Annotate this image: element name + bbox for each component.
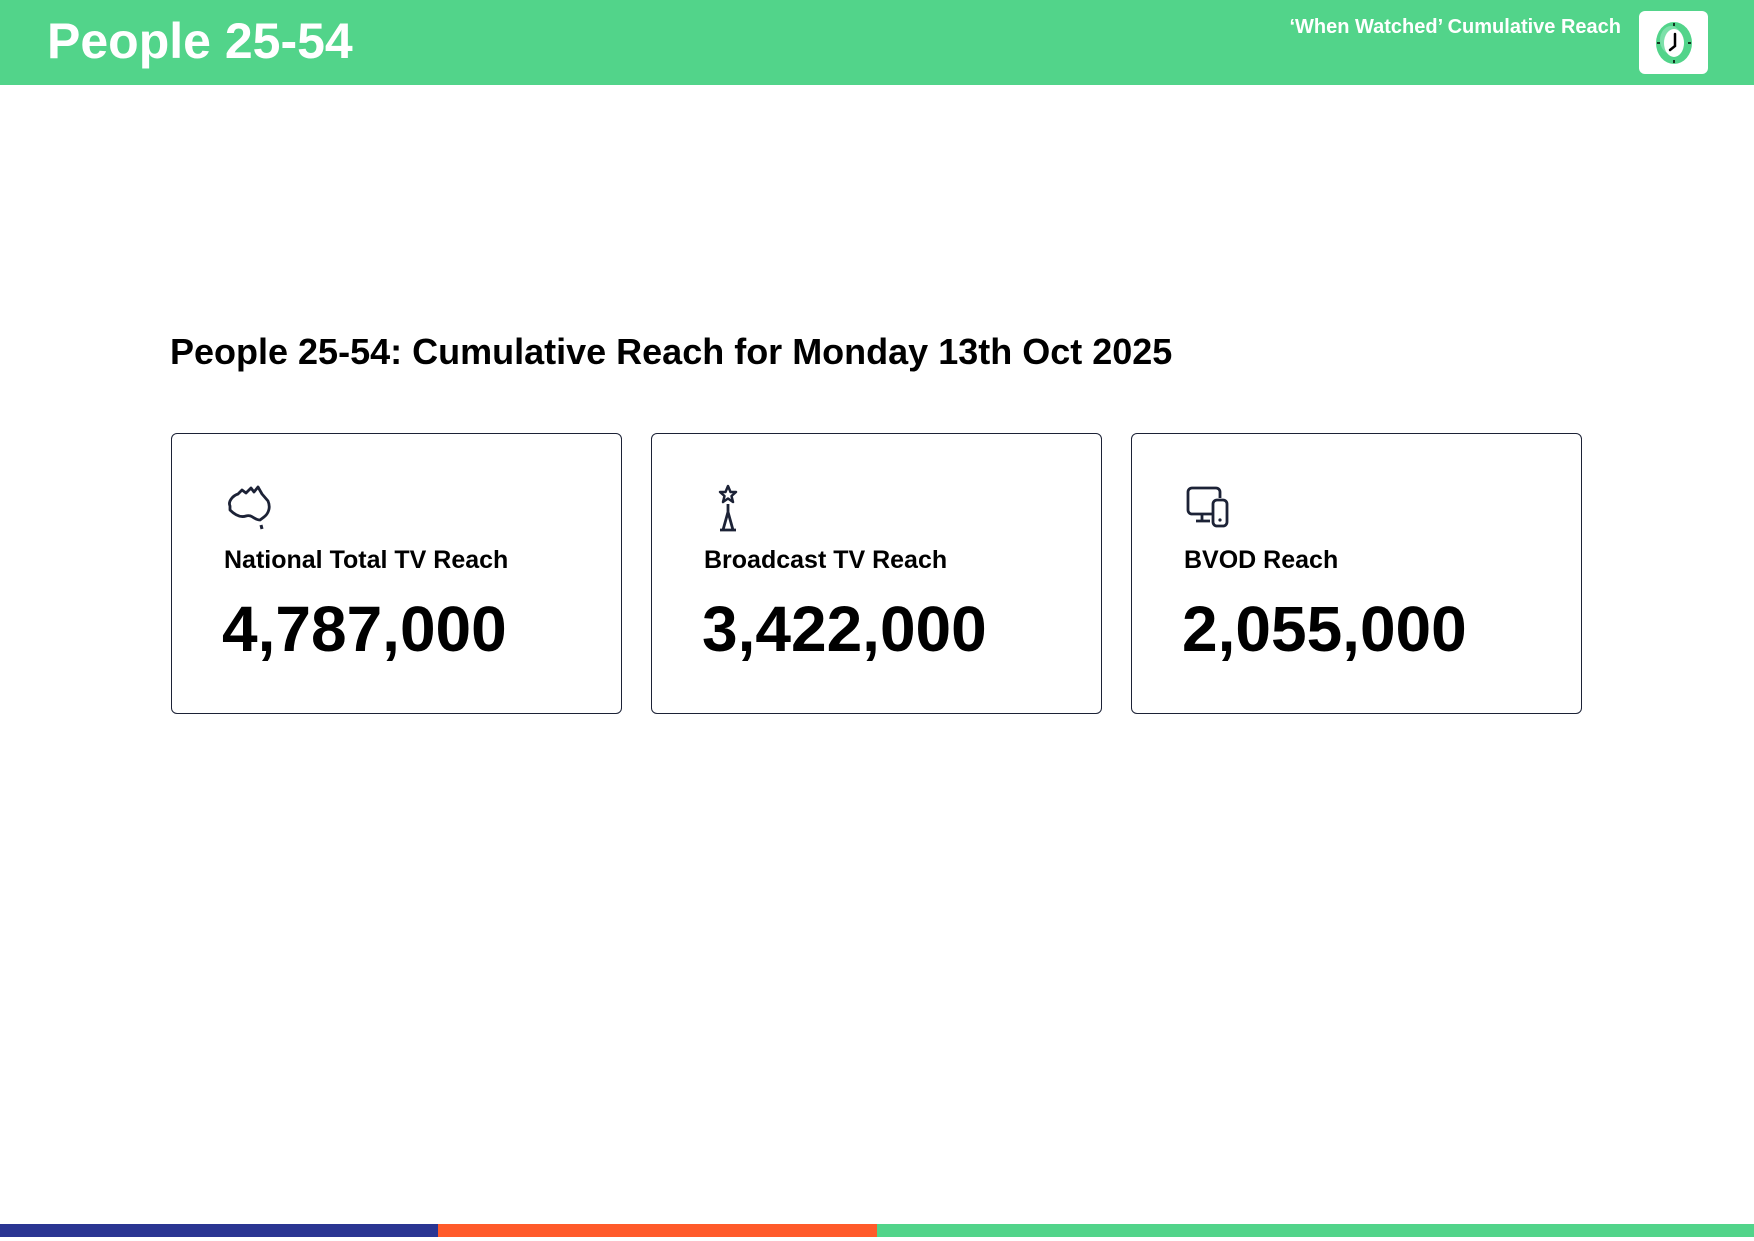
card-national-total-tv-reach: National Total TV Reach 4,787,000 [171, 433, 622, 714]
australia-map-icon [228, 485, 271, 530]
page-title: People 25-54 [47, 13, 353, 69]
footer-bar-navy [0, 1224, 438, 1237]
card-value: 2,055,000 [1182, 593, 1467, 665]
footer-bar-orange [438, 1224, 877, 1237]
card-bvod-reach: BVOD Reach 2,055,000 [1131, 433, 1582, 714]
card-value: 3,422,000 [702, 593, 987, 665]
card-label: Broadcast TV Reach [704, 546, 948, 574]
header-bar: People 25-54 ‘When Watched’ Cumulative R… [0, 0, 1754, 85]
card-label: BVOD Reach [1184, 546, 1339, 574]
broadcast-tower-icon [718, 484, 738, 532]
devices-icon [1186, 486, 1229, 528]
card-broadcast-tv-reach: Broadcast TV Reach 3,422,000 [651, 433, 1102, 714]
card-value: 4,787,000 [222, 593, 507, 665]
clock-icon [1639, 11, 1708, 74]
card-label: National Total TV Reach [224, 546, 509, 574]
header-subtitle: ‘When Watched’ Cumulative Reach [1289, 16, 1621, 38]
footer-bar-green [877, 1224, 1754, 1237]
section-title: People 25-54: Cumulative Reach for Monda… [170, 331, 1173, 372]
